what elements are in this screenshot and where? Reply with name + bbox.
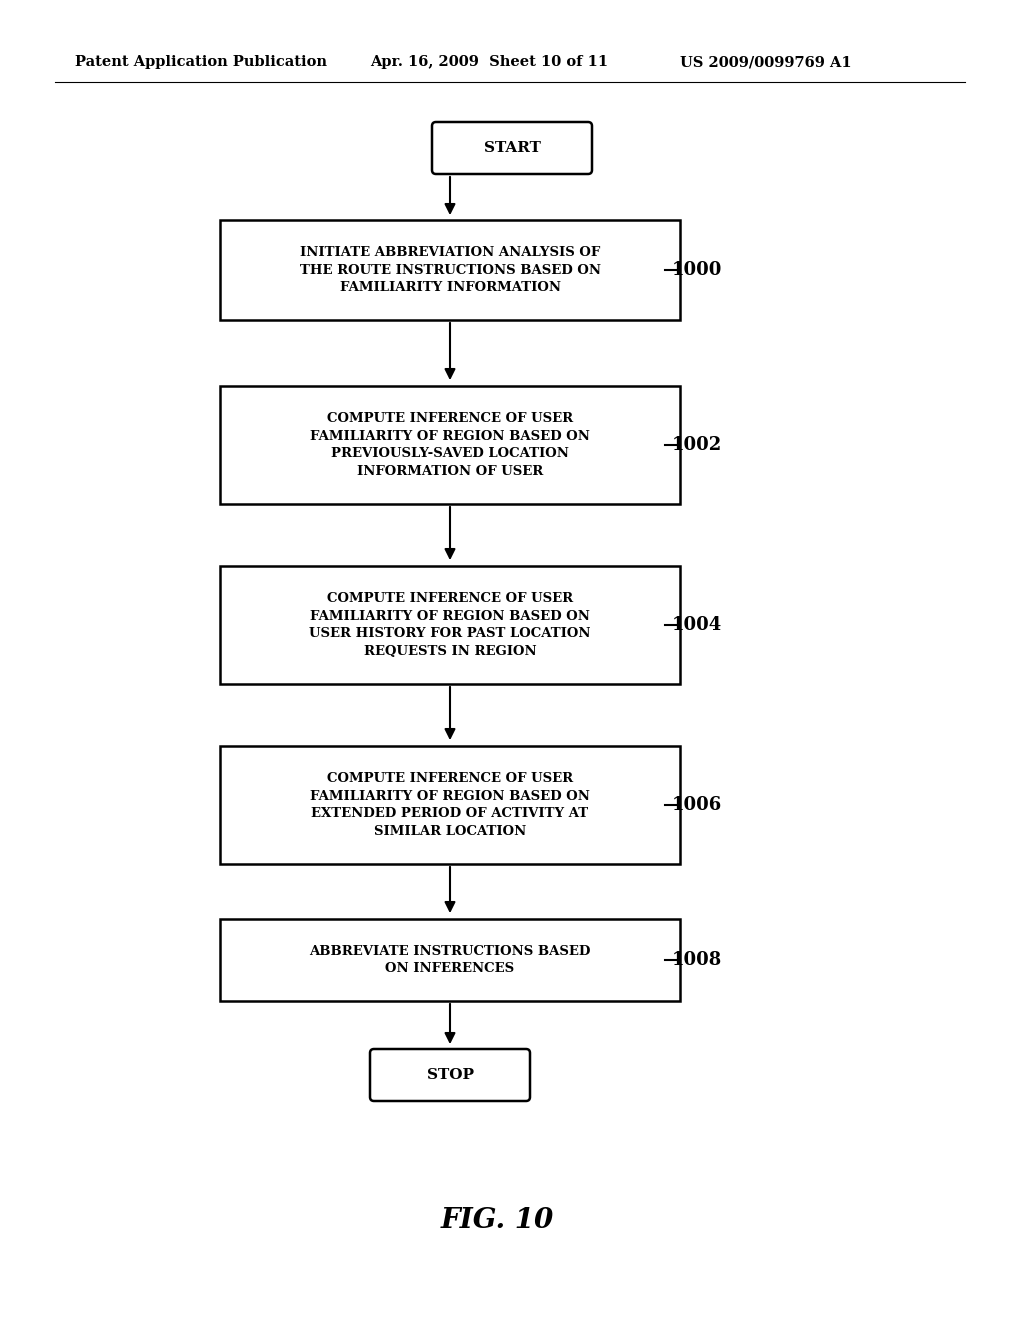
Bar — [220, 385, 680, 504]
Text: 1000: 1000 — [672, 261, 722, 279]
Text: 1004: 1004 — [672, 616, 722, 634]
Text: US 2009/0099769 A1: US 2009/0099769 A1 — [680, 55, 852, 69]
Text: STOP: STOP — [427, 1068, 473, 1082]
Text: START: START — [483, 141, 541, 154]
FancyBboxPatch shape — [370, 1049, 530, 1101]
Text: ABBREVIATE INSTRUCTIONS BASED
ON INFERENCES: ABBREVIATE INSTRUCTIONS BASED ON INFEREN… — [309, 945, 591, 975]
Text: COMPUTE INFERENCE OF USER
FAMILIARITY OF REGION BASED ON
USER HISTORY FOR PAST L: COMPUTE INFERENCE OF USER FAMILIARITY OF… — [309, 593, 591, 657]
Text: COMPUTE INFERENCE OF USER
FAMILIARITY OF REGION BASED ON
PREVIOUSLY-SAVED LOCATI: COMPUTE INFERENCE OF USER FAMILIARITY OF… — [310, 412, 590, 478]
Text: 1006: 1006 — [672, 796, 722, 814]
Text: FIG. 10: FIG. 10 — [440, 1206, 554, 1233]
Bar — [220, 566, 680, 684]
Text: Apr. 16, 2009  Sheet 10 of 11: Apr. 16, 2009 Sheet 10 of 11 — [370, 55, 608, 69]
Text: 1008: 1008 — [672, 950, 722, 969]
Bar — [220, 919, 680, 1001]
Text: COMPUTE INFERENCE OF USER
FAMILIARITY OF REGION BASED ON
EXTENDED PERIOD OF ACTI: COMPUTE INFERENCE OF USER FAMILIARITY OF… — [310, 772, 590, 838]
Text: INITIATE ABBREVIATION ANALYSIS OF
THE ROUTE INSTRUCTIONS BASED ON
FAMILIARITY IN: INITIATE ABBREVIATION ANALYSIS OF THE RO… — [299, 246, 600, 294]
Text: Patent Application Publication: Patent Application Publication — [75, 55, 327, 69]
Bar — [220, 746, 680, 865]
Text: 1002: 1002 — [672, 436, 722, 454]
FancyBboxPatch shape — [432, 121, 592, 174]
Bar — [220, 220, 680, 319]
